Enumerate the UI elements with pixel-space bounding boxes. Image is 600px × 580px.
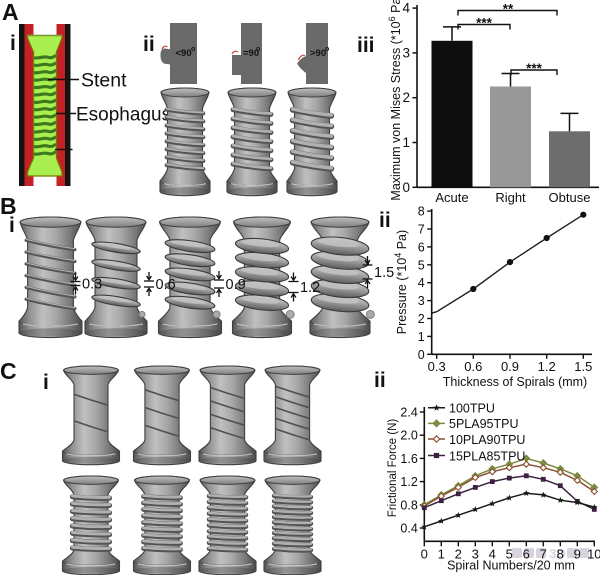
svg-text:Spiral Numbers/20 mm: Spiral Numbers/20 mm [447,559,575,573]
svg-text:8: 8 [557,546,564,561]
svg-text:9: 9 [574,546,581,561]
svg-text:C: C [0,358,17,384]
svg-text:1: 1 [438,546,445,561]
svg-text:5: 5 [418,258,425,272]
svg-text:Acute: Acute [435,190,468,205]
svg-text:0.3: 0.3 [428,359,446,374]
svg-text:4: 4 [418,276,425,290]
svg-text:iii: iii [357,34,375,57]
svg-text:4: 4 [489,546,496,561]
svg-text:6: 6 [418,240,425,254]
svg-text:Thickness of Spirals (mm): Thickness of Spirals (mm) [443,375,587,389]
svg-text:2.0: 2.0 [400,429,417,443]
svg-text:15PLA85TPU: 15PLA85TPU [449,449,525,463]
svg-text:1.5: 1.5 [574,359,592,374]
svg-text:0: 0 [418,348,425,362]
svg-text:2: 2 [418,312,425,326]
svg-text:<90: <90 [176,48,192,59]
svg-text:1.2: 1.2 [400,475,417,489]
svg-text:100TPU: 100TPU [449,402,495,416]
svg-text:2: 2 [455,546,462,561]
svg-text:1.5: 1.5 [374,265,394,281]
svg-text:i: i [9,214,15,237]
svg-text:6: 6 [523,546,530,561]
svg-text:o: o [325,46,329,53]
svg-text:Esophagus: Esophagus [76,105,171,126]
svg-text:3D: 3D [549,546,566,561]
svg-text:o: o [256,46,260,53]
svg-text:1.2: 1.2 [538,359,556,374]
svg-text:o: o [191,46,195,53]
svg-text:A: A [2,0,19,25]
svg-text:i: i [10,32,16,55]
svg-text:ii: ii [379,209,391,232]
svg-text:0.9: 0.9 [501,359,519,374]
svg-text:Pressure (*104 Pa): Pressure (*104 Pa) [393,230,409,334]
svg-text:0: 0 [421,546,428,561]
svg-text:ii: ii [374,369,386,392]
svg-text:1: 1 [418,330,425,344]
svg-text:1.2: 1.2 [300,280,320,296]
svg-text:1: 1 [402,135,410,150]
svg-text:3: 3 [402,45,410,60]
svg-text:**: ** [503,2,514,17]
svg-text:0: 0 [402,180,410,195]
svg-text:10PLA90TPU: 10PLA90TPU [449,433,525,447]
svg-text:***: *** [476,16,493,31]
svg-text:2.4: 2.4 [400,406,417,420]
svg-text:7: 7 [418,223,425,237]
svg-text:2: 2 [402,90,410,105]
svg-text:i: i [43,371,49,394]
svg-text:***: *** [526,61,543,76]
svg-text:ii: ii [143,33,155,56]
svg-text:Right: Right [495,190,526,205]
svg-text:10: 10 [587,546,600,561]
svg-text:3: 3 [472,546,479,561]
svg-text:Stent: Stent [81,70,127,92]
svg-text:0.8: 0.8 [400,498,417,512]
svg-text:5PLA95TPU: 5PLA95TPU [449,417,518,431]
svg-text:1.6: 1.6 [400,452,417,466]
svg-text:4: 4 [402,1,410,16]
svg-text:5: 5 [506,546,513,561]
svg-text:8: 8 [418,205,425,219]
svg-text:0.4: 0.4 [400,522,417,536]
svg-text:0.3: 0.3 [82,277,102,293]
svg-text:>90: >90 [310,48,326,59]
svg-text:7: 7 [540,546,547,561]
svg-text:0.6: 0.6 [464,359,482,374]
svg-text:3: 3 [418,294,425,308]
svg-text:=90: =90 [243,48,259,59]
svg-text:B: B [0,193,17,219]
svg-text:Obtuse: Obtuse [549,190,591,205]
svg-text:0.9: 0.9 [226,277,246,293]
svg-text:0.6: 0.6 [156,277,176,293]
svg-text:Frictional Force (N): Frictional Force (N) [387,419,399,518]
svg-text:Maximum von Mises Stress (*106: Maximum von Mises Stress (*106 Pa) [387,0,403,201]
